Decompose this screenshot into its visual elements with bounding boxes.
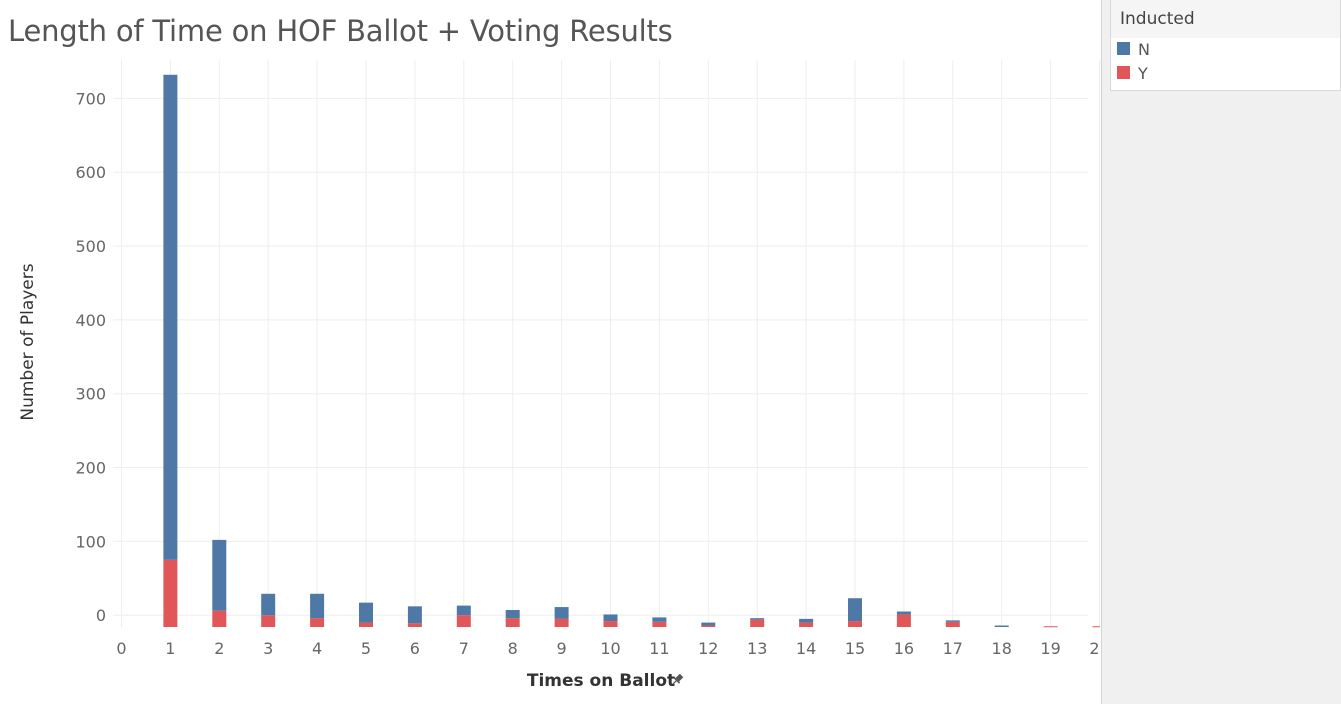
legend-label-n: N: [1138, 40, 1150, 59]
x-tick-label: 11: [649, 639, 669, 658]
legend-swatch-n: [1117, 42, 1130, 55]
x-tick-label: 7: [459, 639, 469, 658]
bar-segment-n[interactable]: [603, 614, 618, 622]
x-tick-label: 18: [992, 639, 1012, 658]
x-tick-label: 5: [361, 639, 371, 658]
bar-segment-n[interactable]: [848, 598, 862, 622]
bars-layer: [163, 74, 1101, 628]
x-tick-label: 0: [116, 639, 126, 658]
bar-segment-y[interactable]: [505, 618, 520, 627]
bar-segment-n[interactable]: [310, 593, 325, 619]
bar-segment-n[interactable]: [945, 620, 960, 622]
bar-segment-y[interactable]: [1092, 626, 1101, 628]
bar-segment-y[interactable]: [310, 618, 325, 627]
y-tick-label: 0: [96, 606, 106, 625]
bar-segment-n[interactable]: [799, 618, 814, 623]
x-ticks: 01234567891011121314151617181920: [116, 639, 1100, 658]
bar-segment-n[interactable]: [407, 606, 422, 624]
y-tick-label: 500: [75, 237, 106, 256]
x-tick-label: 4: [312, 639, 322, 658]
bar-segment-y[interactable]: [603, 621, 618, 627]
legend-item-n[interactable]: N: [1111, 38, 1340, 62]
bar-segment-y[interactable]: [407, 623, 422, 627]
x-tick-label: 2: [214, 639, 224, 658]
x-tick-label: 16: [894, 639, 914, 658]
legend-item-y[interactable]: Y: [1111, 62, 1340, 86]
x-tick-label: 10: [600, 639, 620, 658]
right-panel: [1101, 0, 1341, 704]
bar-segment-y[interactable]: [896, 614, 911, 627]
bar-segment-y[interactable]: [750, 619, 765, 627]
page-title: Length of Time on HOF Ballot + Voting Re…: [8, 14, 673, 48]
y-tick-label: 100: [75, 532, 106, 551]
x-tick-label: 15: [845, 639, 865, 658]
bar-segment-y[interactable]: [554, 618, 569, 627]
bar-segment-n[interactable]: [261, 593, 276, 616]
x-tick-label: 13: [747, 639, 767, 658]
bar-segment-y[interactable]: [701, 625, 716, 627]
y-tick-label: 600: [75, 163, 106, 182]
bar-segment-n[interactable]: [652, 617, 667, 622]
legend-label-y: Y: [1138, 64, 1148, 83]
y-tick-label: 200: [75, 459, 106, 478]
pin-icon[interactable]: [670, 673, 684, 687]
y-tick-label: 400: [75, 311, 106, 330]
bar-segment-n[interactable]: [456, 605, 471, 616]
bar-segment-y[interactable]: [212, 610, 227, 627]
x-tick-label: 1: [165, 639, 175, 658]
bar-segment-n[interactable]: [505, 610, 520, 619]
y-tick-label: 300: [75, 385, 106, 404]
x-tick-label: 19: [1040, 639, 1060, 658]
bar-segment-y[interactable]: [163, 559, 178, 627]
bar-segment-y[interactable]: [456, 615, 471, 627]
bar-segment-n[interactable]: [163, 74, 178, 560]
bar-segment-n[interactable]: [750, 618, 765, 620]
bar-segment-y[interactable]: [1043, 626, 1058, 628]
bar-segment-n[interactable]: [701, 622, 716, 626]
x-tick-label: 8: [508, 639, 518, 658]
legend-swatch-y: [1117, 66, 1130, 79]
bar-segment-n[interactable]: [359, 602, 373, 623]
bar-segment-y[interactable]: [261, 615, 276, 627]
y-axis-label: Number of Players: [18, 263, 38, 420]
x-tick-label: 3: [263, 639, 273, 658]
y-ticks: 0 100 200 300 400 500 600 700: [75, 89, 106, 625]
x-tick-label: 14: [796, 639, 816, 658]
bar-segment-n[interactable]: [994, 625, 1009, 627]
bar-segment-n[interactable]: [896, 611, 911, 615]
bar-segment-y[interactable]: [359, 622, 373, 627]
bar-segment-n[interactable]: [212, 539, 227, 611]
x-tick-label: 9: [557, 639, 567, 658]
x-axis-label: Times on Ballot: [527, 671, 675, 691]
grid-layer: [113, 60, 1100, 627]
x-tick-label: 6: [410, 639, 420, 658]
bar-segment-y[interactable]: [799, 622, 814, 627]
y-tick-label: 700: [75, 89, 106, 108]
bar-segment-y[interactable]: [652, 621, 667, 627]
bar-segment-y[interactable]: [848, 621, 862, 627]
x-tick-label: 12: [698, 639, 718, 658]
bar-segment-y[interactable]: [945, 621, 960, 627]
legend-title: Inducted: [1111, 0, 1340, 38]
x-tick-label: 17: [943, 639, 963, 658]
x-tick-label: 20: [1089, 639, 1100, 658]
bar-segment-n[interactable]: [554, 607, 569, 619]
legend: Inducted N Y: [1110, 0, 1341, 91]
